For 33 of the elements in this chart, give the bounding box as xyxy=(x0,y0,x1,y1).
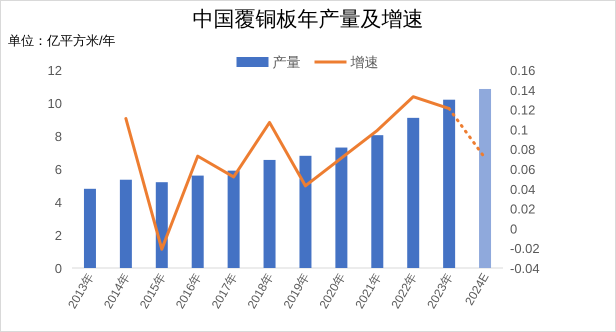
bar xyxy=(335,148,348,268)
y2-tick-label: 0.04 xyxy=(510,182,536,197)
bar xyxy=(264,160,276,268)
bar xyxy=(228,170,240,268)
y2-tick-label: -0.04 xyxy=(510,261,540,276)
bar xyxy=(192,176,204,268)
y-tick-label: 0 xyxy=(54,261,62,276)
chart-title: 中国覆铜板年产量及增速 xyxy=(192,8,424,31)
y-tick-label: 10 xyxy=(48,96,62,111)
bar xyxy=(371,135,384,268)
bar xyxy=(407,118,420,268)
y-tick-label: 2 xyxy=(54,228,62,243)
legend-label: 产量 xyxy=(272,54,300,70)
y2-tick-label: 0.16 xyxy=(510,63,536,78)
y-tick-label: 6 xyxy=(54,162,62,177)
bar xyxy=(443,100,456,268)
y2-tick-label: 0.1 xyxy=(510,122,528,138)
y-tick-label: 4 xyxy=(54,195,62,210)
y-tick-label: 8 xyxy=(54,129,62,144)
y2-tick-label: 0.02 xyxy=(510,202,536,217)
y-tick-label: 12 xyxy=(48,63,62,78)
legend-label: 增速 xyxy=(350,54,378,70)
y2-tick-label: 0 xyxy=(510,221,518,236)
y2-tick-label: 0.14 xyxy=(510,82,536,98)
y2-tick-label: 0.08 xyxy=(510,142,536,158)
bar xyxy=(479,88,492,268)
text: 单位：亿平方米/年 xyxy=(8,33,116,48)
bar xyxy=(120,180,132,268)
y2-tick-label: 0.12 xyxy=(510,102,536,118)
y2-tick-label: -0.02 xyxy=(510,241,540,256)
y2-tick-label: 0.06 xyxy=(510,162,536,177)
bar xyxy=(299,156,312,268)
bar xyxy=(84,188,96,268)
